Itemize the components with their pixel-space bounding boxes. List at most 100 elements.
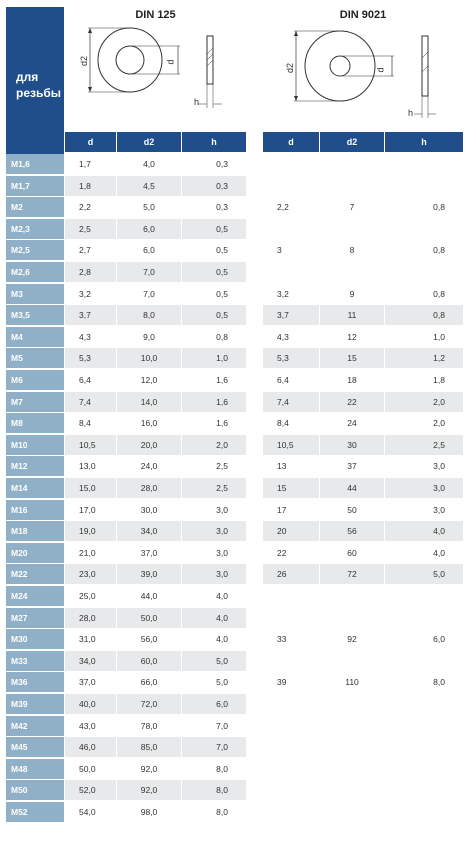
din9021-cell-d: 39 — [277, 677, 287, 687]
din125-cell-h: 4,0 — [216, 634, 228, 644]
din125-cell-h: 1,6 — [182, 392, 246, 412]
din125-cell-h: 4,0 — [216, 591, 228, 601]
din9021-cell-d2: 11 — [320, 305, 384, 325]
thread-size-label: M16 — [6, 500, 64, 520]
thread-size-label: M3,5 — [6, 305, 64, 325]
din9021-cell-d: 4,3 — [277, 332, 289, 342]
din9021-cell-d2: 56 — [320, 521, 384, 541]
din125-cell-h: 8,0 — [182, 780, 246, 800]
thread-size-label: M6 — [6, 370, 64, 390]
din125-cell-d: 7,4 — [65, 392, 116, 412]
thread-size-label: M2 — [6, 197, 64, 217]
din9021-cell-d2: 92 — [347, 634, 357, 644]
thread-size-label: M2,6 — [6, 262, 64, 282]
din125-washer-diagram — [88, 27, 222, 108]
thread-size-label: M2,3 — [6, 219, 64, 239]
thread-size-label: M30 — [6, 629, 64, 649]
din9021-cell-d: 22 — [277, 548, 287, 558]
thread-size-label: M50 — [6, 780, 64, 800]
din125-cell-d: 50,0 — [79, 764, 96, 774]
din125-cell-d2: 98,0 — [140, 807, 158, 817]
din125-cell-d: 2,5 — [65, 219, 116, 239]
din125-cell-h: 0,5 — [216, 289, 228, 299]
din125-cell-d: 2,8 — [65, 262, 116, 282]
din9021-washer-diagram — [294, 30, 436, 118]
din125-cell-h: 3,0 — [182, 521, 246, 541]
din125-header-d: d — [65, 132, 116, 152]
din125-cell-d2: 34,0 — [117, 521, 181, 541]
din9021-cell-h: 2,5 — [385, 435, 463, 455]
din9021-cell-h: 0,8 — [433, 245, 445, 255]
thread-size-label: M1,6 — [6, 154, 64, 174]
din9021-cell-d: 20 — [263, 521, 319, 541]
din125-d-label: d — [165, 59, 176, 65]
thread-size-label: M7 — [6, 392, 64, 412]
din125-cell-h: 3,0 — [216, 548, 228, 558]
din125-cell-d2: 4,0 — [143, 159, 155, 169]
din125-cell-d2: 14,0 — [117, 392, 181, 412]
din125-cell-d: 8,4 — [79, 418, 91, 428]
din125-cell-h: 0,5 — [182, 219, 246, 239]
din9021-header-d2: d2 — [320, 132, 384, 152]
din125-cell-d2: 16,0 — [140, 418, 158, 428]
din125-d2-label: d2 — [79, 55, 90, 67]
din9021-cell-d2: 9 — [349, 289, 355, 299]
din125-cell-h: 4,0 — [182, 608, 246, 628]
din9021-cell-d2: 8 — [349, 245, 355, 255]
din125-cell-d: 19,0 — [65, 521, 116, 541]
din9021-cell-d: 13 — [277, 461, 287, 471]
din125-cell-d: 15,0 — [65, 478, 116, 498]
din125-cell-d2: 85,0 — [117, 737, 181, 757]
din125-cell-d: 1,8 — [65, 176, 116, 196]
din9021-cell-d: 17 — [277, 505, 287, 515]
din125-cell-h: 8,0 — [216, 764, 228, 774]
din125-header-h: h — [182, 132, 246, 152]
din9021-h-label: h — [408, 108, 414, 118]
din125-cell-h: 1,6 — [216, 418, 228, 428]
din125-cell-h: 0,3 — [182, 176, 246, 196]
din125-cell-d2: 39,0 — [117, 564, 181, 584]
din125-cell-h: 0,3 — [216, 202, 228, 212]
din125-cell-d2: 50,0 — [117, 608, 181, 628]
din9021-cell-d: 3,2 — [277, 289, 289, 299]
din125-cell-d: 40,0 — [65, 694, 116, 714]
din125-cell-d2: 78,0 — [140, 721, 158, 731]
din125-cell-d: 3,7 — [65, 305, 116, 325]
din125-cell-d2: 56,0 — [140, 634, 158, 644]
din9021-cell-d2: 72 — [320, 564, 384, 584]
din9021-cell-d2: 50 — [347, 505, 357, 515]
din9021-cell-d: 8,4 — [277, 418, 289, 428]
din9021-cell-h: 3,0 — [433, 461, 445, 471]
din125-cell-d2: 92,0 — [140, 764, 158, 774]
din125-cell-d: 2,7 — [79, 245, 91, 255]
thread-size-label: M36 — [6, 672, 64, 692]
din125-cell-d: 6,4 — [79, 375, 91, 385]
thread-size-header: для резьбы — [6, 7, 64, 154]
din125-cell-h: 7,0 — [216, 721, 228, 731]
din9021-cell-h: 2,0 — [433, 418, 445, 428]
thread-size-label: M2,5 — [6, 240, 64, 260]
din125-cell-h: 7,0 — [182, 737, 246, 757]
din9021-cell-h: 4,0 — [385, 521, 463, 541]
din9021-cell-d2: 30 — [320, 435, 384, 455]
thread-size-label: M4 — [6, 327, 64, 347]
din125-cell-h: 2,0 — [182, 435, 246, 455]
thread-size-label: M42 — [6, 716, 64, 736]
din9021-cell-d2: 7 — [349, 202, 355, 212]
din9021-header-h: h — [385, 132, 463, 152]
din125-cell-h: 2,5 — [216, 461, 228, 471]
din125-cell-d: 21,0 — [79, 548, 96, 558]
din125-cell-d2: 6,0 — [117, 219, 181, 239]
din125-cell-d2: 10,0 — [117, 348, 181, 368]
din125-cell-d2: 20,0 — [117, 435, 181, 455]
din9021-cell-d2: 60 — [347, 548, 357, 558]
din125-cell-d: 1,7 — [79, 159, 91, 169]
din9021-cell-d: 2,2 — [277, 202, 289, 212]
din9021-cell-h: 1,8 — [433, 375, 445, 385]
din125-cell-d: 17,0 — [79, 505, 96, 515]
din9021-cell-d: 7,4 — [263, 392, 319, 412]
din125-cell-d2: 5,0 — [143, 202, 155, 212]
din125-cell-d: 31,0 — [79, 634, 96, 644]
din125-cell-d2: 66,0 — [140, 677, 158, 687]
din125-cell-d2: 60,0 — [117, 651, 181, 671]
